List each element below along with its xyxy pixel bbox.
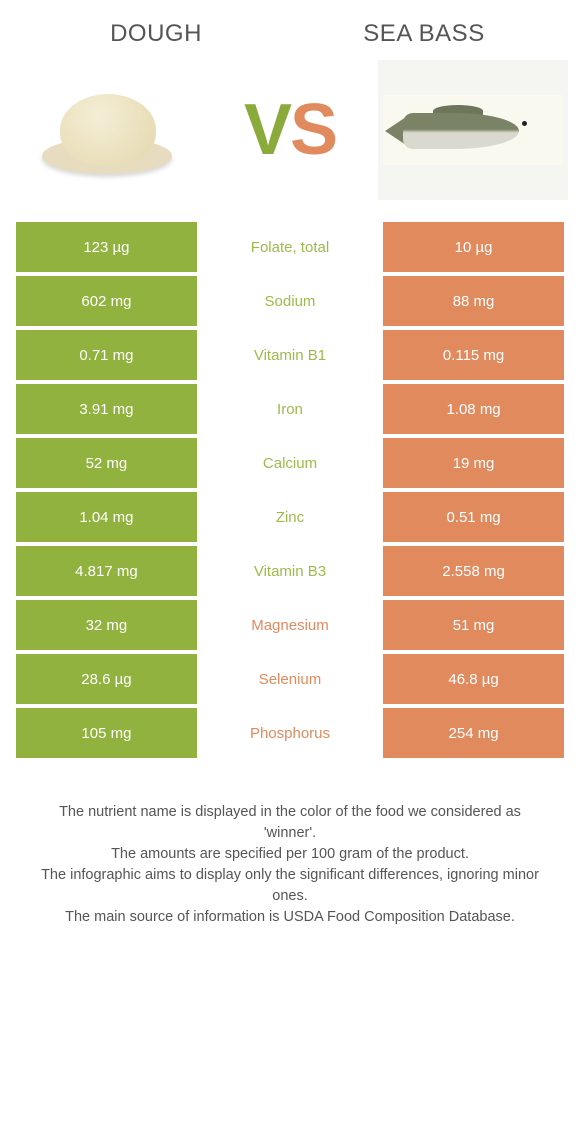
nutrient-left-value: 28.6 µg bbox=[16, 654, 197, 704]
nutrient-left-value: 3.91 mg bbox=[16, 384, 197, 434]
nutrient-name: Vitamin B1 bbox=[197, 330, 383, 380]
footer-line: The amounts are specified per 100 gram o… bbox=[38, 844, 542, 865]
nutrient-name: Iron bbox=[197, 384, 383, 434]
right-title: Sea bass bbox=[290, 20, 558, 48]
nutrient-row: 3.91 mgIron1.08 mg bbox=[16, 384, 564, 434]
nutrient-right-value: 10 µg bbox=[383, 222, 564, 272]
nutrient-name: Magnesium bbox=[197, 600, 383, 650]
left-image bbox=[12, 60, 202, 200]
nutrient-right-value: 51 mg bbox=[383, 600, 564, 650]
nutrient-left-value: 602 mg bbox=[16, 276, 197, 326]
left-title: Dough bbox=[22, 20, 290, 48]
footer-line: The nutrient name is displayed in the co… bbox=[38, 802, 542, 844]
nutrient-right-value: 2.558 mg bbox=[383, 546, 564, 596]
nutrient-right-value: 46.8 µg bbox=[383, 654, 564, 704]
nutrient-right-value: 1.08 mg bbox=[383, 384, 564, 434]
vs-label: VS bbox=[244, 89, 336, 171]
nutrient-left-value: 4.817 mg bbox=[16, 546, 197, 596]
nutrient-row: 123 µgFolate, total10 µg bbox=[16, 222, 564, 272]
nutrient-name: Zinc bbox=[197, 492, 383, 542]
nutrient-name: Sodium bbox=[197, 276, 383, 326]
nutrient-table: 123 µgFolate, total10 µg602 mgSodium88 m… bbox=[12, 222, 568, 758]
nutrient-row: 1.04 mgZinc0.51 mg bbox=[16, 492, 564, 542]
nutrient-row: 28.6 µgSelenium46.8 µg bbox=[16, 654, 564, 704]
footer: The nutrient name is displayed in the co… bbox=[12, 762, 568, 928]
vs-v: V bbox=[244, 89, 290, 171]
nutrient-left-value: 52 mg bbox=[16, 438, 197, 488]
nutrient-left-value: 123 µg bbox=[16, 222, 197, 272]
nutrient-right-value: 0.51 mg bbox=[383, 492, 564, 542]
nutrient-name: Vitamin B3 bbox=[197, 546, 383, 596]
nutrient-left-value: 32 mg bbox=[16, 600, 197, 650]
header: Dough Sea bass bbox=[12, 20, 568, 48]
nutrient-left-value: 0.71 mg bbox=[16, 330, 197, 380]
nutrient-right-value: 88 mg bbox=[383, 276, 564, 326]
nutrient-right-value: 19 mg bbox=[383, 438, 564, 488]
nutrient-name: Selenium bbox=[197, 654, 383, 704]
footer-line: The infographic aims to display only the… bbox=[38, 865, 542, 907]
vs-s: S bbox=[290, 89, 336, 171]
nutrient-right-value: 0.115 mg bbox=[383, 330, 564, 380]
footer-line: The main source of information is USDA F… bbox=[38, 907, 542, 928]
nutrient-name: Calcium bbox=[197, 438, 383, 488]
nutrient-name: Phosphorus bbox=[197, 708, 383, 758]
nutrient-row: 0.71 mgVitamin B10.115 mg bbox=[16, 330, 564, 380]
nutrient-row: 32 mgMagnesium51 mg bbox=[16, 600, 564, 650]
right-image bbox=[378, 60, 568, 200]
nutrient-name: Folate, total bbox=[197, 222, 383, 272]
images-row: VS bbox=[12, 60, 568, 200]
nutrient-row: 105 mgPhosphorus254 mg bbox=[16, 708, 564, 758]
nutrient-left-value: 105 mg bbox=[16, 708, 197, 758]
nutrient-row: 52 mgCalcium19 mg bbox=[16, 438, 564, 488]
nutrient-right-value: 254 mg bbox=[383, 708, 564, 758]
nutrient-row: 4.817 mgVitamin B32.558 mg bbox=[16, 546, 564, 596]
nutrient-left-value: 1.04 mg bbox=[16, 492, 197, 542]
nutrient-row: 602 mgSodium88 mg bbox=[16, 276, 564, 326]
